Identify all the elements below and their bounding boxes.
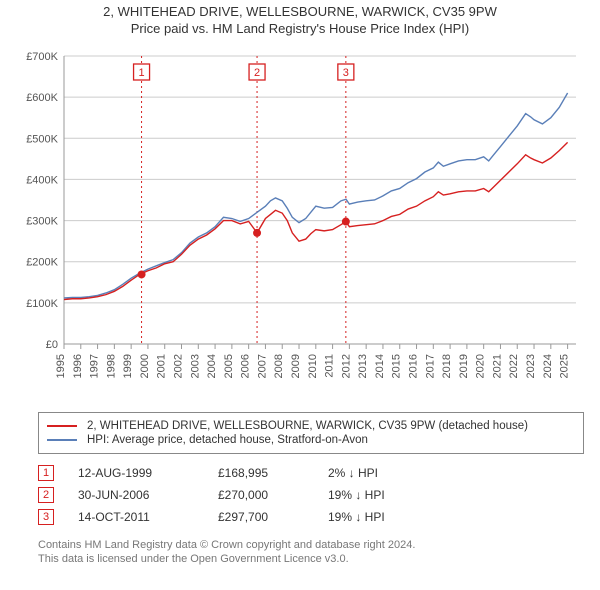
sales-table: 1 12-AUG-1999 £168,995 2% ↓ HPI 2 30-JUN…	[38, 462, 584, 528]
sale-hpi-delta: 2% ↓ HPI	[328, 466, 448, 480]
sale-row: 3 14-OCT-2011 £297,700 19% ↓ HPI	[38, 506, 584, 528]
svg-text:2011: 2011	[324, 354, 336, 378]
svg-text:2007: 2007	[256, 354, 268, 378]
svg-text:£400K: £400K	[26, 174, 58, 186]
chart-area: £0 £100K £200K £300K £400K £500K £600K £700K 199…	[20, 44, 580, 404]
svg-text:2: 2	[254, 67, 260, 79]
svg-text:2012: 2012	[340, 354, 352, 378]
sale-date: 12-AUG-1999	[78, 466, 218, 480]
sale-price: £270,000	[218, 488, 328, 502]
svg-text:1996: 1996	[72, 354, 84, 378]
svg-text:1998: 1998	[105, 354, 117, 378]
sale-hpi-delta: 19% ↓ HPI	[328, 510, 448, 524]
svg-text:2023: 2023	[525, 354, 537, 378]
legend-box: 2, WHITEHEAD DRIVE, WELLESBOURNE, WARWIC…	[38, 412, 584, 454]
svg-text:2020: 2020	[475, 354, 487, 378]
title-subtitle: Price paid vs. HM Land Registry's House …	[0, 19, 600, 36]
legend-label: 2, WHITEHEAD DRIVE, WELLESBOURNE, WARWIC…	[87, 420, 528, 432]
svg-text:2018: 2018	[441, 354, 453, 378]
svg-text:2000: 2000	[139, 354, 151, 378]
svg-text:2008: 2008	[273, 354, 285, 378]
svg-text:£500K: £500K	[26, 133, 58, 145]
svg-text:1997: 1997	[89, 354, 101, 378]
svg-text:1999: 1999	[122, 354, 134, 378]
svg-text:2021: 2021	[491, 354, 503, 378]
sale-price: £168,995	[218, 466, 328, 480]
svg-text:2009: 2009	[290, 354, 302, 378]
svg-text:2006: 2006	[240, 354, 252, 378]
svg-text:£700K: £700K	[26, 51, 58, 63]
sale-marker-box: 2	[38, 487, 54, 503]
footer-line: Contains HM Land Registry data © Crown c…	[38, 538, 584, 552]
svg-text:2017: 2017	[424, 354, 436, 378]
svg-text:2015: 2015	[391, 354, 403, 378]
sale-marker-box: 1	[38, 465, 54, 481]
footer-note: Contains HM Land Registry data © Crown c…	[38, 538, 584, 567]
svg-text:3: 3	[343, 67, 349, 79]
svg-text:2022: 2022	[508, 354, 520, 378]
title-block: 2, WHITEHEAD DRIVE, WELLESBOURNE, WARWIC…	[0, 0, 600, 38]
svg-text:£600K: £600K	[26, 92, 58, 104]
svg-text:£300K: £300K	[26, 216, 58, 228]
svg-text:2010: 2010	[307, 354, 319, 378]
chart-container: 2, WHITEHEAD DRIVE, WELLESBOURNE, WARWIC…	[0, 0, 600, 567]
svg-text:2014: 2014	[374, 354, 386, 378]
sale-date: 30-JUN-2006	[78, 488, 218, 502]
svg-text:1: 1	[138, 67, 144, 79]
legend-swatch	[47, 425, 77, 427]
legend-row: 2, WHITEHEAD DRIVE, WELLESBOURNE, WARWIC…	[47, 419, 575, 433]
svg-text:2004: 2004	[206, 354, 218, 378]
legend-swatch	[47, 439, 77, 441]
svg-text:£0: £0	[46, 339, 58, 351]
line-chart-svg: £0 £100K £200K £300K £400K £500K £600K £700K 199…	[20, 44, 580, 404]
sale-date: 14-OCT-2011	[78, 510, 218, 524]
svg-text:2005: 2005	[223, 354, 235, 378]
legend-label: HPI: Average price, detached house, Stra…	[87, 434, 368, 446]
svg-text:2002: 2002	[173, 354, 185, 378]
sale-hpi-delta: 19% ↓ HPI	[328, 488, 448, 502]
sale-price: £297,700	[218, 510, 328, 524]
svg-text:2003: 2003	[189, 354, 201, 378]
svg-text:2024: 2024	[542, 354, 554, 378]
title-address: 2, WHITEHEAD DRIVE, WELLESBOURNE, WARWIC…	[0, 4, 600, 19]
svg-text:1995: 1995	[55, 354, 67, 378]
legend-row: HPI: Average price, detached house, Stra…	[47, 433, 575, 447]
sale-marker-box: 3	[38, 509, 54, 525]
svg-text:2025: 2025	[559, 354, 571, 378]
svg-text:2013: 2013	[357, 354, 369, 378]
sale-row: 2 30-JUN-2006 £270,000 19% ↓ HPI	[38, 484, 584, 506]
svg-text:£200K: £200K	[26, 257, 58, 269]
footer-line: This data is licensed under the Open Gov…	[38, 552, 584, 566]
svg-text:2019: 2019	[458, 354, 470, 378]
svg-text:2016: 2016	[408, 354, 420, 378]
svg-text:£100K: £100K	[26, 298, 58, 310]
sale-row: 1 12-AUG-1999 £168,995 2% ↓ HPI	[38, 462, 584, 484]
svg-text:2001: 2001	[156, 354, 168, 378]
